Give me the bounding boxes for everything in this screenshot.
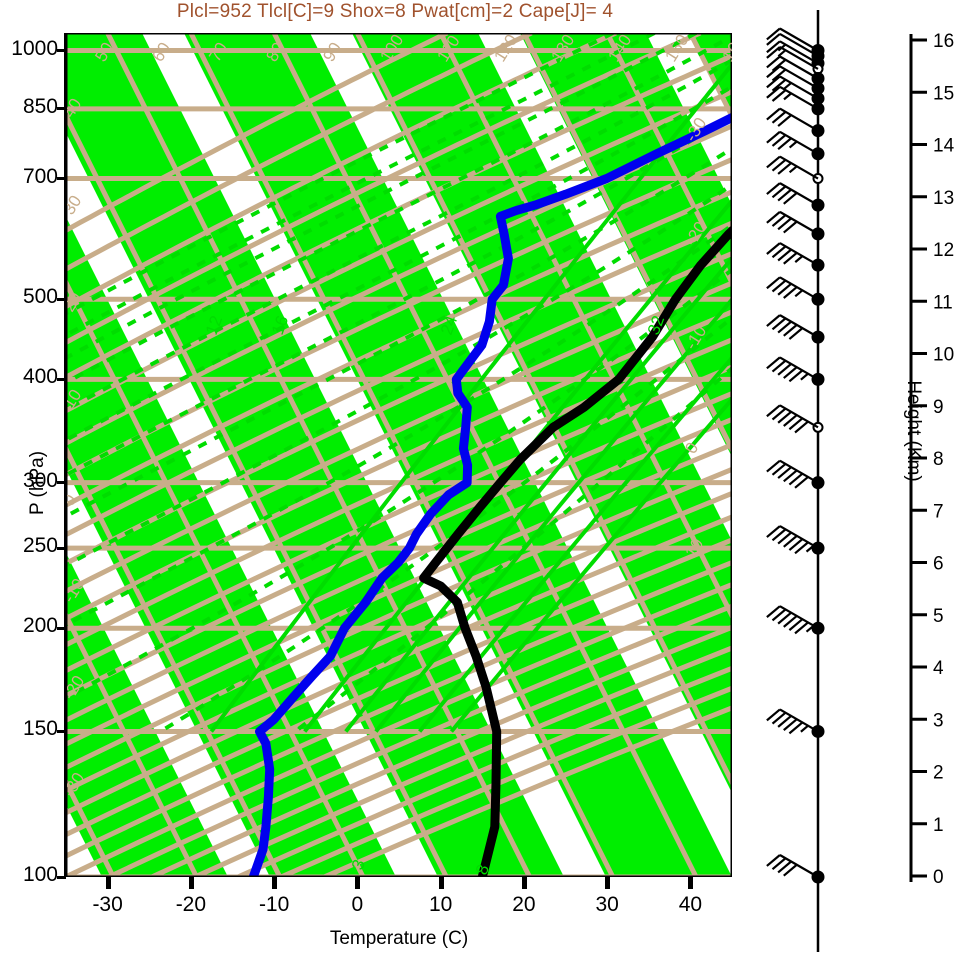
temperature-tick-label: -30 xyxy=(92,893,123,916)
temperature-tick-mark xyxy=(438,877,444,889)
wind-barb xyxy=(766,210,825,241)
wind-barb xyxy=(766,605,825,635)
wind-barb xyxy=(766,107,825,138)
wind-barb xyxy=(766,854,825,884)
pressure-tick-mark xyxy=(57,49,66,52)
pressure-tick-mark xyxy=(57,377,66,381)
temperature-tick-label: 0 xyxy=(351,893,364,916)
temperature-tick-label: 40 xyxy=(678,893,703,916)
trace-temperature xyxy=(419,224,732,877)
wind-barb xyxy=(766,55,825,85)
height-tick-label: 0 xyxy=(933,867,944,888)
height-tick-label: 9 xyxy=(933,397,944,418)
pressure-tick-label: 850 xyxy=(22,94,58,118)
height-tick-label: 2 xyxy=(933,763,944,784)
pressure-tick-label: 150 xyxy=(22,717,58,741)
height-tick-label: 5 xyxy=(933,606,944,627)
pressure-tick-mark xyxy=(57,626,66,630)
temperature-tick-mark xyxy=(105,877,111,889)
pressure-tick-mark xyxy=(57,729,66,733)
wind-barb-panel xyxy=(766,10,825,952)
temperature-tick-label: -10 xyxy=(258,893,290,916)
isotherm-label-left: 30 xyxy=(66,192,85,218)
pressure-axis-spine xyxy=(64,33,67,877)
isotherm-label-extension: 10 xyxy=(729,369,732,395)
temperature-tick-mark xyxy=(188,877,194,889)
height-tick-label: 8 xyxy=(933,449,944,470)
wind-barb xyxy=(766,45,824,75)
height-tick-label: 4 xyxy=(933,658,944,679)
height-tick-label: 3 xyxy=(933,710,944,731)
skewt-plot-area: 50 60 70 80 90 100 110 120 130 140 150 160 40 30 20 10 0… xyxy=(66,33,732,877)
pressure-tick-mark xyxy=(57,297,66,301)
wind-barb xyxy=(766,708,825,738)
wind-barb xyxy=(766,525,825,555)
temperature-tick-label: 20 xyxy=(512,893,536,916)
wind-barb xyxy=(766,242,825,272)
wind-barb xyxy=(766,314,825,344)
height-tick-label: 12 xyxy=(933,240,954,261)
temperature-tick-mark xyxy=(355,877,361,889)
skewt-canvas: 50 60 70 80 90 100 110 120 130 140 150 160403020100… xyxy=(66,33,732,877)
pressure-tick-mark xyxy=(57,177,66,181)
pressure-tick-mark xyxy=(57,107,66,111)
pressure-tick-label: 200 xyxy=(22,614,58,638)
trace-dewpoint xyxy=(248,112,732,877)
pressure-tick-label: 250 xyxy=(22,534,58,558)
pressure-tick-label: 500 xyxy=(22,285,58,309)
wind-barb xyxy=(766,155,824,185)
wind-barb xyxy=(766,404,824,434)
temperature-tick-mark xyxy=(272,877,278,889)
pressure-tick-mark xyxy=(57,875,66,879)
wind-barb xyxy=(766,276,825,306)
height-tick-label: 7 xyxy=(933,501,944,522)
height-tick-label: 6 xyxy=(933,554,944,575)
temperature-tick-mark xyxy=(521,877,527,889)
pressure-tick-label: 700 xyxy=(22,164,58,188)
height-tick-label: 15 xyxy=(933,83,954,104)
temperature-tick-label: -20 xyxy=(175,893,207,916)
height-tick-label: 14 xyxy=(933,136,955,157)
temperature-axis-label: Temperature (C) xyxy=(329,928,469,949)
temperature-tick-mark xyxy=(688,877,694,889)
height-tick-label: 1 xyxy=(933,815,944,836)
height-tick-label: 16 xyxy=(933,31,954,52)
wind-barb xyxy=(766,182,825,212)
pressure-tick-mark xyxy=(57,481,66,485)
temperature-tick-label: 30 xyxy=(595,893,619,916)
height-tick-label: 10 xyxy=(933,345,954,366)
pressure-tick-label: 400 xyxy=(22,365,58,389)
wind-barb xyxy=(766,459,825,490)
pressure-tick-label: 1000 xyxy=(11,36,58,60)
wind-barb xyxy=(766,130,825,161)
wind-barb xyxy=(766,85,825,116)
pressure-tick-mark xyxy=(57,546,66,550)
page-title: Plcl=952 Tlcl[C]=9 Shox=8 Pwat[cm]=2 Cap… xyxy=(176,1,614,22)
temperature-tick-label: 10 xyxy=(428,893,453,916)
pressure-tick-label: 100 xyxy=(22,863,58,886)
pressure-tick-label: 300 xyxy=(22,468,58,492)
temperature-tick-mark xyxy=(605,877,611,889)
height-tick-label: 13 xyxy=(933,188,954,209)
height-tick-label: 11 xyxy=(933,292,953,313)
wind-barb xyxy=(766,356,825,386)
